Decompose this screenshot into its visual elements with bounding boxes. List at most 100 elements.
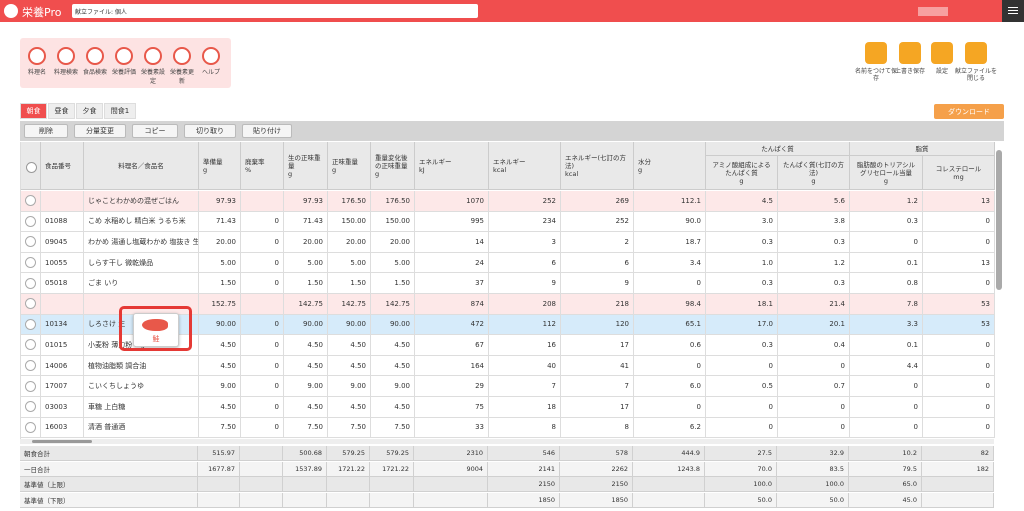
- table-cell: 1.0: [706, 253, 778, 274]
- total-cell: [327, 477, 370, 492]
- table-cell: 0: [778, 397, 850, 418]
- row-checkbox[interactable]: [25, 401, 36, 412]
- checkbox[interactable]: [26, 162, 37, 173]
- h-scrollbar[interactable]: [20, 439, 994, 444]
- highlight: [119, 306, 192, 351]
- table-cell: 0: [241, 232, 284, 253]
- edit-button[interactable]: 切り取り: [184, 124, 236, 138]
- row-checkbox[interactable]: [25, 422, 36, 433]
- total-cell: 27.5: [705, 446, 777, 461]
- total-label: 朝食合計: [20, 446, 198, 461]
- edit-button[interactable]: 分量変更: [74, 124, 126, 138]
- table-cell: 29: [415, 376, 489, 397]
- tool-button[interactable]: 栄養素更新: [169, 47, 195, 85]
- row-checkbox[interactable]: [25, 298, 36, 309]
- table-cell: [41, 191, 84, 212]
- tool-button[interactable]: 料理検索: [53, 47, 79, 76]
- table-cell: 0: [706, 356, 778, 377]
- tab[interactable]: 夕食: [76, 103, 103, 119]
- tool-button[interactable]: 栄養評価: [111, 47, 137, 76]
- v-scrollbar[interactable]: [996, 150, 1002, 290]
- table-cell: 0.1: [850, 335, 923, 356]
- table-cell: 7: [561, 376, 634, 397]
- table-cell: 4.50: [371, 356, 415, 377]
- table-cell: 0.3: [706, 273, 778, 294]
- row-checkbox[interactable]: [25, 257, 36, 268]
- row-checkbox[interactable]: [25, 236, 36, 247]
- file-action[interactable]: 献立ファイルを閉じる: [954, 42, 998, 82]
- column-unit: kJ: [419, 166, 484, 174]
- tab[interactable]: 間食1: [104, 103, 136, 119]
- total-cell: 1677.87: [198, 462, 240, 477]
- column-header: エネルギー(七訂の方法)kcal: [561, 142, 634, 190]
- column-unit: g: [288, 170, 323, 178]
- total-cell: 1721.22: [327, 462, 370, 477]
- table-cell: 71.43: [284, 212, 328, 233]
- table-cell: 13: [923, 253, 995, 274]
- column-name: エネルギー: [419, 158, 484, 166]
- file-field[interactable]: 献立ファイル: 個人: [72, 4, 478, 18]
- total-cell: [414, 493, 488, 508]
- total-label: 基準値（下限）: [20, 493, 198, 508]
- edit-button[interactable]: 貼り付け: [242, 124, 292, 138]
- toolbar: 料理名料理検索食品検索栄養評価栄養素設定栄養素更新ヘルプ: [20, 38, 231, 88]
- row-checkbox[interactable]: [25, 216, 36, 227]
- column-name: たんぱく質(七訂の方法): [782, 161, 845, 177]
- edit-button[interactable]: 削除: [24, 124, 68, 138]
- tool-button[interactable]: 栄養素設定: [140, 47, 166, 85]
- table-cell: 0.3: [706, 335, 778, 356]
- logo: 栄養Pro: [22, 4, 61, 20]
- total-cell: 1243.8: [633, 462, 705, 477]
- row-checkbox[interactable]: [25, 319, 36, 330]
- table-cell: 9: [489, 273, 561, 294]
- table: たんぱく質脂質食品番号料理名／食品名準備量g廃棄率%生の正味重量g正味重量g重量…: [20, 142, 1004, 441]
- row-checkbox[interactable]: [25, 381, 36, 392]
- edit-button[interactable]: コピー: [132, 124, 178, 138]
- tab[interactable]: 朝食: [20, 103, 47, 119]
- table-cell: 9: [561, 273, 634, 294]
- total-cell: 444.9: [633, 446, 705, 461]
- row-checkbox[interactable]: [25, 195, 36, 206]
- row-checkbox[interactable]: [25, 360, 36, 371]
- table-cell: 4.50: [328, 335, 371, 356]
- tool-icon: [86, 47, 104, 65]
- column-unit: g: [884, 177, 888, 185]
- table-cell: 0: [923, 376, 995, 397]
- table-cell: 0: [850, 232, 923, 253]
- column-unit: g: [375, 170, 410, 178]
- table-cell: 3.4: [634, 253, 706, 274]
- total-cell: 579.25: [327, 446, 370, 461]
- logo-icon: [4, 4, 18, 18]
- table-cell: 176.50: [371, 191, 415, 212]
- column-name: 脂肪酸のトリアシルグリセロール当量: [854, 161, 918, 177]
- row-checkbox-cell: [21, 232, 41, 253]
- column-name: エネルギー(七訂の方法): [565, 154, 629, 170]
- row-checkbox[interactable]: [25, 278, 36, 289]
- file-action-icon: [899, 42, 921, 64]
- total-cell: [283, 477, 327, 492]
- column-group: たんぱく質: [706, 142, 850, 156]
- table-cell: 4.50: [284, 335, 328, 356]
- table-cell: 17.0: [706, 315, 778, 336]
- download-button[interactable]: ダウンロード: [934, 104, 1004, 119]
- tool-button[interactable]: ヘルプ: [198, 47, 224, 76]
- table-cell: 18.1: [706, 294, 778, 315]
- table-cell: 2: [561, 232, 634, 253]
- row-checkbox[interactable]: [25, 339, 36, 350]
- tool-button[interactable]: 食品検索: [82, 47, 108, 76]
- file-action-icon: [931, 42, 953, 64]
- total-cell: 45.0: [849, 493, 922, 508]
- total-cell: 546: [488, 446, 560, 461]
- table-cell: 10055: [41, 253, 84, 274]
- table-cell: 20.00: [199, 232, 241, 253]
- total-cell: 2262: [560, 462, 633, 477]
- menu-button[interactable]: [1002, 0, 1024, 22]
- table-cell: 0: [634, 273, 706, 294]
- table-cell: 清酒 普通酒: [84, 418, 199, 439]
- tab[interactable]: 昼食: [48, 103, 75, 119]
- tool-label: 栄養素更新: [169, 67, 195, 85]
- tool-button[interactable]: 料理名: [24, 47, 50, 76]
- table-cell: 3.8: [778, 212, 850, 233]
- table-cell: 4.5: [706, 191, 778, 212]
